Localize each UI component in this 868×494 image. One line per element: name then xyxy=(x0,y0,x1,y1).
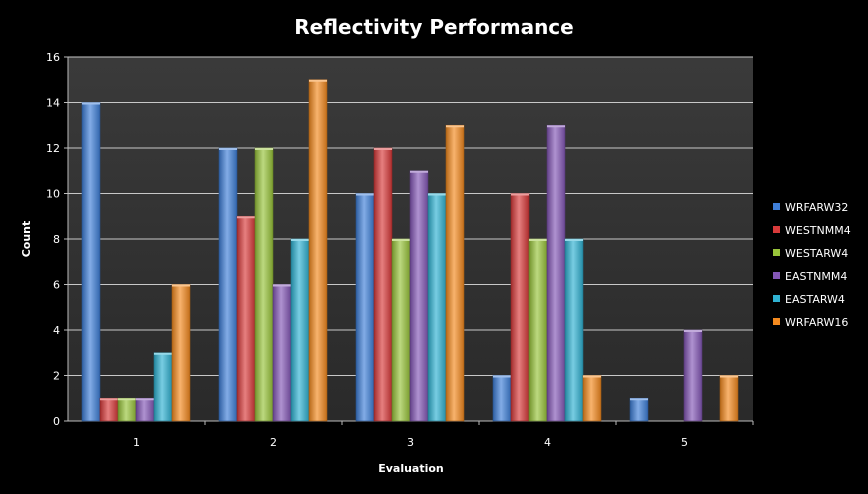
legend-swatch-westarw4 xyxy=(773,249,780,256)
legend-swatch-westnmm4 xyxy=(773,226,780,233)
y-tick-label: 12 xyxy=(46,142,60,155)
bar-cap xyxy=(493,375,511,378)
bar-cap xyxy=(720,375,738,378)
bar-cap xyxy=(565,239,583,241)
x-tick-label: 4 xyxy=(544,436,551,449)
bar-cap xyxy=(428,193,446,196)
bar-eastnmm4-eval-4 xyxy=(546,124,566,422)
x-axis-label: Evaluation xyxy=(378,462,444,475)
bar-eastnmm4-eval-3 xyxy=(409,170,429,422)
bar-cap xyxy=(410,170,428,173)
bar-cap xyxy=(511,193,529,196)
bar-wrfarw16-eval-1 xyxy=(171,284,191,422)
y-tick-label: 2 xyxy=(53,370,60,383)
bar-cap xyxy=(255,148,273,150)
legend-swatch-wrfarw32 xyxy=(773,203,780,210)
y-tick-label: 8 xyxy=(53,233,60,246)
bar-cap xyxy=(100,398,118,401)
x-tick-label: 1 xyxy=(133,436,140,449)
bar-eastarw4-eval-2 xyxy=(290,238,310,422)
x-axis-ticks: 1 2 3 4 5 xyxy=(133,421,754,449)
legend-label-wrfarw32: WRFARW32 xyxy=(785,201,848,214)
bar-eastarw4-eval-1 xyxy=(153,352,173,422)
bar-westnmm4-eval-4 xyxy=(510,193,530,422)
bar-cap xyxy=(374,148,392,150)
bar-cap xyxy=(547,125,565,128)
legend-swatch-wrfarw16 xyxy=(773,318,780,325)
y-tick-label: 10 xyxy=(46,188,60,201)
bar-wrfarw32-eval-4 xyxy=(492,375,512,422)
bar-westarw4-eval-3 xyxy=(391,238,411,422)
bar-wrfarw16-eval-4 xyxy=(582,375,602,422)
bar-cap xyxy=(136,398,154,401)
bar-cap xyxy=(356,193,374,196)
bar-cap xyxy=(446,125,464,128)
y-tick-label: 14 xyxy=(46,97,60,110)
bar-eastnmm4-eval-5 xyxy=(683,329,703,422)
bar-wrfarw16-eval-3 xyxy=(445,124,465,422)
bar-wrfarw32-eval-3 xyxy=(355,193,375,422)
bar-cap xyxy=(529,239,547,241)
chart-title: Reflectivity Performance xyxy=(294,15,573,39)
legend-swatch-eastarw4 xyxy=(773,295,780,302)
bar-wrfarw32-eval-1 xyxy=(81,102,101,422)
bar-cap xyxy=(684,330,702,332)
legend-swatch-eastnmm4 xyxy=(773,272,780,279)
y-axis-label: Count xyxy=(20,221,33,258)
bar-cap xyxy=(82,102,100,105)
bar-cap xyxy=(630,398,648,401)
bar-cap xyxy=(309,79,327,82)
legend-label-wrfarw16: WRFARW16 xyxy=(785,316,848,329)
bar-westnmm4-eval-3 xyxy=(373,147,393,422)
bar-wrfarw16-eval-5 xyxy=(719,375,739,422)
bar-cap xyxy=(118,398,136,401)
y-tick-label: 6 xyxy=(53,279,60,292)
y-tick-label: 16 xyxy=(46,51,60,64)
bar-cap xyxy=(154,352,172,355)
bar-westarw4-eval-1 xyxy=(117,397,137,422)
y-tick-label: 4 xyxy=(53,324,60,337)
legend-label-eastarw4: EASTARW4 xyxy=(785,293,845,306)
legend-label-westnmm4: WESTNMM4 xyxy=(785,224,851,237)
legend-label-eastnmm4: EASTNMM4 xyxy=(785,270,847,283)
bar-westnmm4-eval-1 xyxy=(99,397,119,422)
x-tick-label: 2 xyxy=(270,436,277,449)
bar-cap xyxy=(392,239,410,241)
bar-cap xyxy=(291,239,309,241)
bar-eastarw4-eval-4 xyxy=(564,238,584,422)
x-tick-label: 3 xyxy=(407,436,414,449)
bar-wrfarw16-eval-2 xyxy=(308,79,328,422)
bar-eastnmm4-eval-2 xyxy=(272,284,292,422)
bar-cap xyxy=(237,216,255,219)
bar-cap xyxy=(219,148,237,150)
bar-eastnmm4-eval-1 xyxy=(135,397,155,422)
bar-westarw4-eval-4 xyxy=(528,238,548,422)
bar-cap xyxy=(583,375,601,378)
bar-westnmm4-eval-2 xyxy=(236,215,256,422)
x-tick-label: 5 xyxy=(681,436,688,449)
legend-label-westarw4: WESTARW4 xyxy=(785,247,848,260)
bar-wrfarw32-eval-2 xyxy=(218,147,238,422)
bar-eastarw4-eval-3 xyxy=(427,193,447,422)
bar-cap xyxy=(172,284,190,287)
bars xyxy=(81,79,739,422)
y-axis-ticks: 0 2 4 6 8 10 12 14 16 xyxy=(46,51,68,428)
legend: WRFARW32 WESTNMM4 WESTARW4 EASTNMM4 EASTARW4… xyxy=(773,201,851,329)
bar-cap xyxy=(273,284,291,287)
bar-westarw4-eval-2 xyxy=(254,147,274,422)
y-tick-label: 0 xyxy=(53,415,60,428)
bar-wrfarw32-eval-5 xyxy=(629,397,649,422)
